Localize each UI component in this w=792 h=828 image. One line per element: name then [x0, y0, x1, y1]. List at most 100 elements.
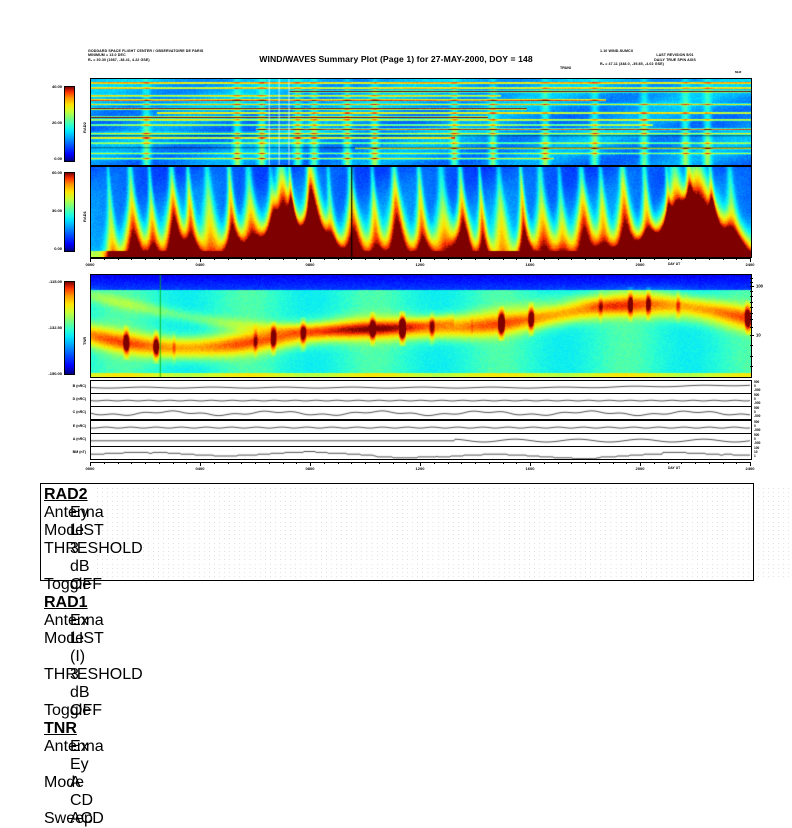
time-axis-minor-tick — [516, 462, 518, 464]
time-axis-minor-tick — [543, 258, 545, 260]
time-axis-minor-tick — [557, 258, 559, 260]
tnr-freq-minor-tick — [750, 318, 753, 320]
footer-legend-content: RAD2 Antenna Ey Mode LIST THRESHOLD 3 dB Toggle… — [44, 486, 143, 828]
footer-dot-row: . . . . . . . . . . . . . . . . . . . . … — [97, 523, 792, 528]
footer-row-key: Sweep — [44, 810, 93, 827]
time-axis-minor-tick — [585, 258, 586, 260]
footer-row-value: Ex Ey — [70, 738, 89, 773]
time-axis-minor-tick — [502, 462, 504, 464]
time-axis-minor-tick — [255, 462, 256, 464]
spectrogram-rad1-canvas[interactable] — [91, 167, 751, 257]
footer-dot-row: . . . . . . . . . . . . . . . . . . . . … — [97, 515, 792, 520]
time-axis-minor-tick — [268, 462, 270, 464]
tnr-freq-minor-tick — [750, 312, 753, 314]
line-panel[interactable] — [90, 406, 752, 421]
line-panel-right-tick: 500 — [754, 432, 760, 437]
line-panel[interactable] — [90, 380, 752, 394]
tnr-freq-minor-tick — [750, 345, 753, 347]
line-panel-canvas[interactable] — [91, 394, 751, 407]
spectrogram-rad2-canvas[interactable] — [91, 79, 751, 165]
footer-dot-row: . . . . . . . . . . . . . . . . . . . . … — [97, 494, 792, 499]
footer-row-value: ACD — [70, 810, 104, 827]
footer-dot-row: . . . . . . . . . . . . . . . . . . . . … — [97, 490, 792, 495]
time-axis-major-tick — [310, 258, 311, 262]
time-axis-minor-tick — [337, 462, 339, 464]
time-axis-minor-tick — [241, 258, 243, 260]
time-axis-label: 0800 — [305, 466, 315, 471]
time-axis-major-tick — [640, 462, 641, 466]
line-panel-canvas[interactable] — [91, 381, 751, 393]
footer-dot-row: . . . . . . . . . . . . . . . . . . . . … — [97, 486, 792, 490]
time-axis-minor-tick — [213, 462, 215, 464]
colorbar-rad2 — [64, 86, 75, 162]
footer-row: Mode LIST (I) — [44, 630, 104, 666]
time-axis-minor-tick — [255, 258, 256, 260]
time-axis-minor-tick — [736, 258, 738, 260]
time-axis-minor-tick — [227, 258, 229, 260]
line-panel-canvas[interactable] — [91, 447, 751, 459]
colorbar-rad1-tick-mid: 30.00 — [51, 208, 62, 213]
footer-row-value: Ey — [70, 504, 89, 521]
spectrogram-rad1[interactable] — [90, 166, 752, 258]
time-axis-minor-tick — [543, 462, 545, 464]
footer-dot-row: . . . . . . . . . . . . . . . . . . . . … — [97, 502, 792, 507]
spectrogram-tnr-canvas[interactable] — [91, 275, 751, 377]
time-axis-minor-tick — [392, 462, 394, 464]
colorbar-rad2-tick-min: 0.00 — [54, 156, 62, 161]
time-axis-minor-tick — [626, 462, 628, 464]
footer-row: Antenna Ex — [44, 612, 104, 630]
header-left-line-3: Rₐ = 30.30 (1987, -38.41, 4.22 GSE) — [88, 57, 150, 62]
spectrogram-tnr[interactable] — [90, 274, 752, 378]
spectrogram-rad2[interactable] — [90, 78, 752, 166]
footer-dot-row: . . . . . . . . . . . . . . . . . . . . … — [97, 574, 792, 579]
time-axis-minor-tick — [447, 462, 449, 464]
footer-row: Sweep ACD — [44, 810, 104, 828]
line-panel-right-tick: 0 — [754, 436, 756, 441]
line-panel-canvas[interactable] — [91, 420, 751, 433]
time-axis-minor-tick — [117, 462, 119, 464]
tnr-freq-label: 10 — [756, 332, 761, 338]
footer-dot-row: . . . . . . . . . . . . . . . . . . . . … — [97, 519, 792, 524]
time-axis-major-tick — [750, 258, 751, 262]
footer-row-key: Toggle — [44, 702, 92, 719]
footer-row-value: OFF — [70, 702, 102, 719]
line-panel[interactable] — [90, 419, 752, 434]
footer-legend-box: RAD2 Antenna Ey Mode LIST THRESHOLD 3 dB Toggle… — [40, 483, 792, 827]
footer-dot-row: . . . . . . . . . . . . . . . . . . . . … — [97, 557, 792, 562]
footer-row: Antenna Ey — [44, 504, 104, 522]
time-axis-label: 0400 — [195, 262, 205, 267]
colorbar-tnr-gradient — [65, 282, 74, 374]
time-axis-minor-tick — [695, 462, 696, 464]
time-axis-minor-tick — [158, 462, 160, 464]
time-axis-label: 0000 — [85, 466, 95, 471]
line-panel[interactable] — [90, 432, 752, 447]
time-axis-minor-tick — [145, 258, 146, 260]
line-panel-right-tick: 0 — [754, 397, 756, 402]
line-panel[interactable] — [90, 393, 752, 408]
time-axis-minor-tick — [708, 462, 710, 464]
time-axis-minor-tick — [433, 462, 435, 464]
footer-row-value: LIST (I) — [70, 630, 104, 665]
line-panel-canvas[interactable] — [91, 433, 751, 446]
time-axis-label: 2400 — [745, 466, 755, 471]
colorbar-rad1-gradient — [65, 173, 74, 251]
line-panel-label: A (nRC) — [72, 436, 86, 441]
tnr-freq-minor-tick — [750, 327, 753, 329]
time-axis-minor-tick — [145, 462, 146, 464]
time-axis-minor-tick — [475, 462, 476, 464]
line-panel-canvas[interactable] — [91, 407, 751, 420]
line-panel-right-tick: -500 — [754, 414, 761, 419]
line-panel[interactable] — [90, 446, 752, 460]
footer-block-title: TNR — [44, 720, 77, 737]
time-axis-major-tick — [200, 462, 201, 466]
time-axis-minor-tick — [296, 462, 298, 464]
line-panel-label: D (nRC) — [72, 397, 86, 402]
footer-row-value: Ex — [70, 612, 89, 629]
tnr-freq-minor-tick — [750, 355, 753, 357]
time-axis-bottom: 0000 0400 0800 1200 1600 2000 2400 DAY UT — [86, 462, 754, 474]
footer-row-value: LIST — [70, 522, 104, 539]
colorbar-rad2-tick-mid: 20.00 — [51, 120, 62, 125]
time-axis-label: 1600 — [525, 262, 535, 267]
footer-row-value: 3 dB — [70, 540, 90, 575]
tnr-frequency-axis: 100 10 — [750, 274, 790, 376]
